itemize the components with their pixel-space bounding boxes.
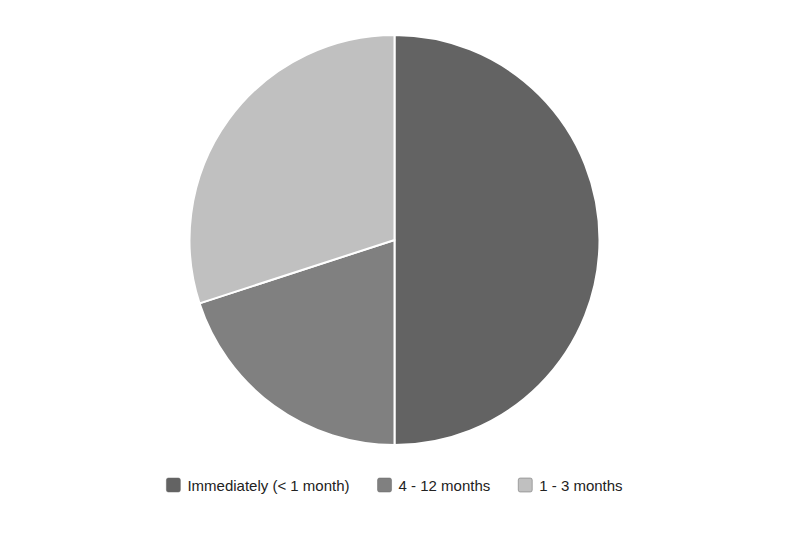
legend-label: 1 - 3 months (539, 477, 622, 494)
legend-swatch (378, 478, 392, 492)
legend-label: Immediately (< 1 month) (187, 477, 349, 494)
pie-slice (395, 35, 600, 445)
legend-item: Immediately (< 1 month) (166, 477, 349, 494)
chart: Immediately (< 1 month) 4 - 12 months 1 - … (0, 0, 789, 550)
legend: Immediately (< 1 month) 4 - 12 months 1 - … (166, 477, 622, 494)
legend-item: 1 - 3 months (518, 477, 622, 494)
legend-label: 4 - 12 months (399, 477, 491, 494)
legend-swatch (518, 478, 532, 492)
legend-item: 4 - 12 months (378, 477, 491, 494)
pie (189, 35, 599, 445)
pie-slice (189, 35, 394, 303)
legend-swatch (166, 478, 180, 492)
